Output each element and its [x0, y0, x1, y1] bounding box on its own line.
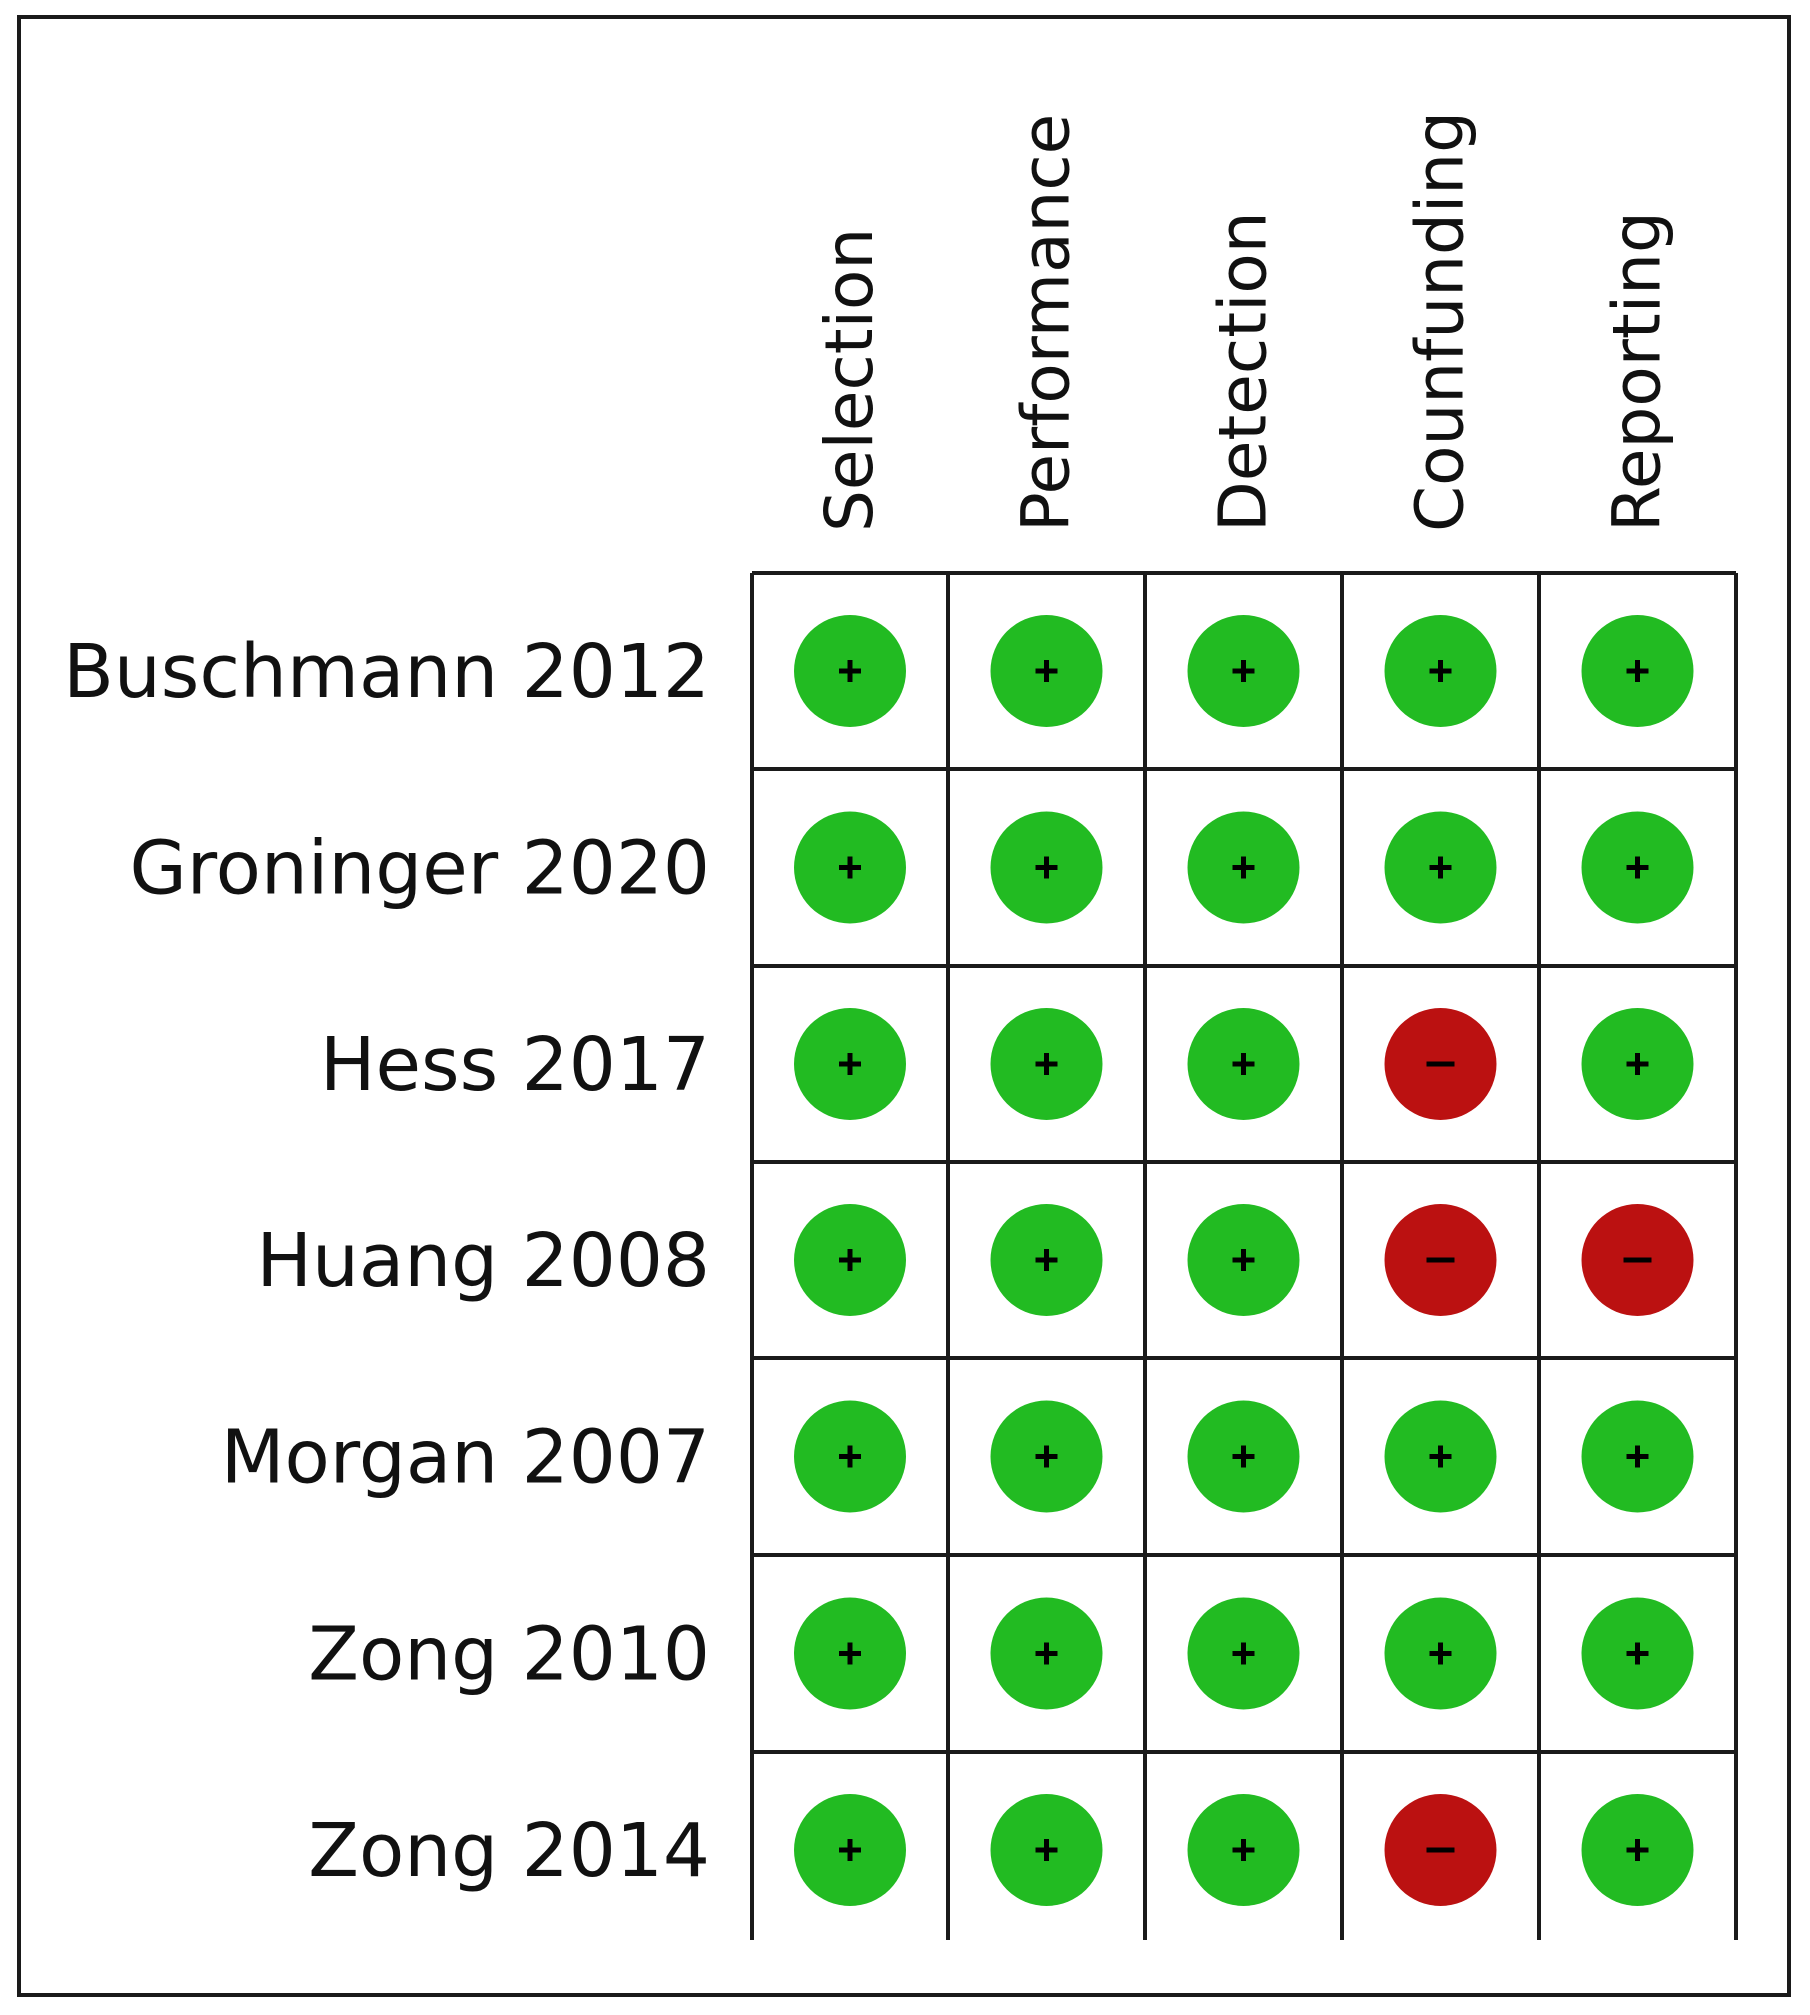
column-labels: Selection Performance Detection Counfunding…	[811, 111, 1676, 532]
judgement-zong-2010-selection	[794, 1597, 906, 1710]
row-label-groninger-2020: Groninger 2020	[129, 826, 710, 912]
judgement-zong-2014-counfunding	[1384, 1794, 1497, 1906]
judgement-morgan-2007-counfunding	[1384, 1400, 1497, 1513]
judgement-groninger-2020-selection	[794, 811, 906, 924]
judgement-groninger-2020-reporting	[1581, 811, 1694, 924]
judgement-morgan-2007-selection	[794, 1400, 906, 1513]
judgement-groninger-2020-detection	[1187, 811, 1300, 924]
judgement-hess-2017-detection	[1187, 1008, 1300, 1120]
judgement-buschmann-2012-detection	[1187, 615, 1300, 727]
judgement-hess-2017-counfunding	[1384, 1008, 1497, 1120]
judgement-zong-2010-counfunding	[1384, 1597, 1497, 1710]
judgement-zong-2010-performance	[990, 1597, 1103, 1710]
judgement-cells	[794, 615, 1694, 1906]
judgement-buschmann-2012-selection	[794, 615, 906, 727]
judgement-hess-2017-reporting	[1581, 1008, 1694, 1120]
judgement-huang-2008-performance	[990, 1204, 1103, 1316]
grid	[750, 571, 1738, 1940]
judgement-zong-2014-reporting	[1581, 1794, 1694, 1906]
column-label-selection: Selection	[811, 228, 888, 532]
column-label-performance: Performance	[1008, 114, 1085, 532]
column-label-counfunding: Counfunding	[1402, 111, 1479, 532]
judgement-groninger-2020-counfunding	[1384, 811, 1497, 924]
judgement-buschmann-2012-performance	[990, 615, 1103, 727]
judgement-zong-2010-reporting	[1581, 1597, 1694, 1710]
row-labels: Buschmann 2012 Groninger 2020 Hess 2017 Hua…	[63, 629, 710, 1894]
column-label-detection: Detection	[1205, 211, 1282, 532]
judgement-huang-2008-detection	[1187, 1204, 1300, 1316]
column-label-reporting: Reporting	[1599, 211, 1676, 532]
judgement-buschmann-2012-reporting	[1581, 615, 1694, 727]
judgement-buschmann-2012-counfunding	[1384, 615, 1497, 727]
judgement-huang-2008-selection	[794, 1204, 906, 1316]
row-label-zong-2010: Zong 2010	[308, 1612, 710, 1698]
judgement-huang-2008-counfunding	[1384, 1204, 1497, 1316]
judgement-zong-2010-detection	[1187, 1597, 1300, 1710]
row-label-hess-2017: Hess 2017	[320, 1022, 710, 1108]
judgement-morgan-2007-reporting	[1581, 1400, 1694, 1513]
row-label-buschmann-2012: Buschmann 2012	[63, 629, 710, 715]
judgement-morgan-2007-performance	[990, 1400, 1103, 1513]
judgement-groninger-2020-performance	[990, 811, 1103, 924]
row-label-zong-2014: Zong 2014	[308, 1808, 710, 1894]
judgement-zong-2014-performance	[990, 1794, 1103, 1906]
row-label-morgan-2007: Morgan 2007	[221, 1415, 710, 1501]
row-label-huang-2008: Huang 2008	[256, 1218, 710, 1304]
judgement-zong-2014-selection	[794, 1794, 906, 1906]
judgement-hess-2017-performance	[990, 1008, 1103, 1120]
judgement-zong-2014-detection	[1187, 1794, 1300, 1906]
judgement-hess-2017-selection	[794, 1008, 906, 1120]
judgement-morgan-2007-detection	[1187, 1400, 1300, 1513]
judgement-huang-2008-reporting	[1581, 1204, 1694, 1316]
